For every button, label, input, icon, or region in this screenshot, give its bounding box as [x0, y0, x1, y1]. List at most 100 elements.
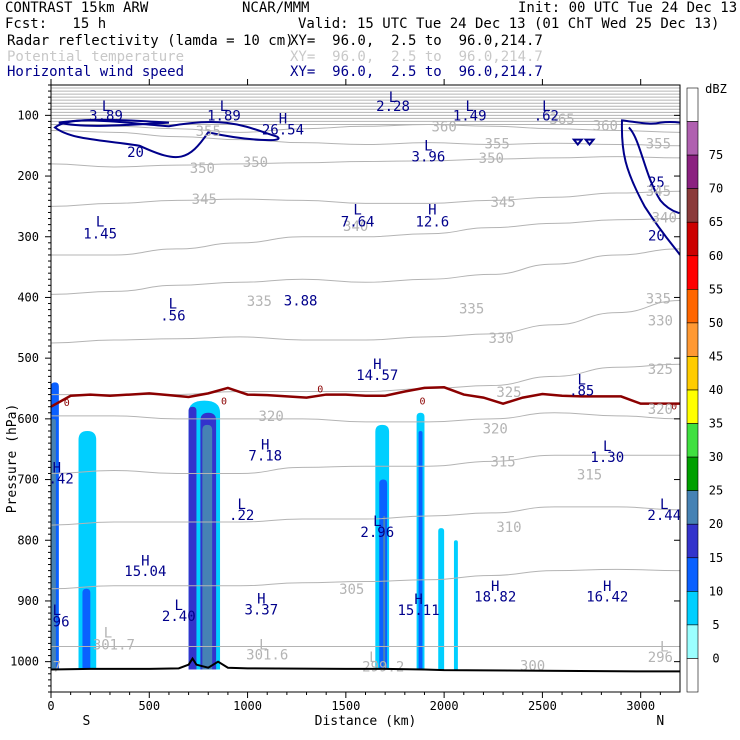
x-tick-label: 500: [138, 699, 160, 713]
colorbar-tick-label: 25: [709, 484, 723, 498]
wind-extremum-value: 3.96: [412, 150, 446, 166]
wind-contour-label: 20: [127, 145, 144, 161]
theta-contour-label: 350: [190, 161, 215, 177]
wind-extremum-low: L: [353, 202, 361, 218]
wind-extremum-value: .62: [534, 108, 559, 124]
colorbar-tick-label: 65: [709, 215, 723, 229]
theta-contour-label: 360: [431, 119, 456, 135]
theta-contour-label: 335: [247, 294, 272, 310]
end-point-label: N: [656, 714, 664, 729]
colorbar-swatch: [686, 87, 699, 122]
wind-contour-small-triangle: [571, 138, 584, 147]
wind-contour-25-west: [58, 118, 169, 127]
y-tick-label: 700: [17, 473, 39, 487]
colorbar-tick-label: 35: [709, 417, 723, 431]
colorbar-swatch: [686, 121, 699, 156]
wind-extremum-value: 3.37: [244, 602, 278, 618]
reflectivity-column: [438, 528, 445, 670]
wind-contour-25-east: [628, 126, 680, 215]
theta-contour-label: 300: [520, 658, 545, 674]
theta-contour-label: 325: [496, 385, 521, 401]
theta-contour-label: 299.2: [362, 660, 404, 676]
colorbar-tick-label: 10: [709, 584, 723, 598]
wind-extremum-value: 3.89: [89, 108, 123, 124]
wind-extremum-low: L: [542, 99, 550, 115]
theta-contour-label: 335: [646, 292, 671, 308]
wind-contour-20-east: [620, 120, 680, 256]
wind-extremum-value: 18.82: [474, 590, 516, 606]
x-tick-label: 1500: [331, 699, 360, 713]
wind-extremum-low: L: [660, 497, 668, 513]
wind-extremum-low: L: [603, 439, 611, 455]
theta-contour-label: 360: [593, 119, 618, 135]
wind-extremum-low: L: [373, 514, 381, 530]
theta-contour-label: 345: [646, 184, 671, 200]
theta-contour-label: L: [259, 638, 267, 654]
theta-contour-label: 355: [485, 136, 510, 152]
wind-extremum-value: 3.88: [284, 293, 318, 309]
theta-contour: [51, 568, 680, 590]
reflectivity-column: [202, 424, 213, 670]
x-tick-label: 0: [47, 699, 54, 713]
theta-contour-label: 325: [648, 362, 673, 378]
theta-contour-label: L: [104, 626, 112, 642]
terrain-line: [51, 656, 680, 673]
colorbar-swatch: [686, 221, 699, 257]
theta-contour-label: 345: [192, 192, 217, 208]
theta-contour: [51, 130, 680, 147]
colorbar-tick-label: 55: [709, 282, 723, 296]
colorbar-title: dBZ: [705, 82, 727, 96]
y-axis-title: Pressure (hPa): [5, 404, 20, 514]
wind-extremum-high: H: [491, 579, 499, 595]
theta-contour-label: 305: [339, 582, 364, 598]
reflectivity-column: [51, 418, 56, 670]
wind-extremum-value: 2.40: [162, 609, 196, 625]
theta-contour: [51, 218, 680, 256]
theta-contour: [51, 412, 680, 423]
wind-extremum-high: H: [279, 111, 287, 127]
wind-extremum-low: L: [175, 598, 183, 614]
y-tick-label: 300: [17, 230, 39, 244]
header-left-line1: CONTRAST 15km ARW: [5, 0, 149, 16]
wind-extremum-low: L: [102, 99, 110, 115]
wind-contour-small-triangle: [583, 138, 596, 147]
wind-extremum-low: L: [53, 603, 61, 619]
reflectivity-column: [82, 588, 91, 670]
wind-extremum-low: L: [424, 139, 432, 155]
colorbar-swatch: [686, 490, 699, 525]
x-axis-title: Distance (km): [315, 714, 417, 729]
wind-extremum-value: 1.49: [453, 108, 487, 124]
wind-extremum-high: H: [428, 202, 436, 218]
wind-extremum-value: 12.6: [415, 215, 449, 231]
theta-contour-label: 365: [549, 112, 574, 128]
theta-contour-label: 340: [652, 210, 677, 226]
theta-contour-label: 7: [53, 660, 61, 676]
theta-contour-label: 350: [243, 155, 268, 171]
colorbar-swatch: [686, 658, 699, 693]
theta-contour-label: 320: [483, 422, 508, 438]
reflectivity-column: [383, 515, 386, 670]
wind-extremum-low: L: [220, 99, 228, 115]
freezing-level-label: 0: [221, 397, 227, 408]
wind-extremum-value: 4.42: [40, 471, 74, 487]
colorbar-tick-label: 75: [709, 148, 723, 162]
wind-extremum-high: H: [261, 437, 269, 453]
wind-extremum-value: 2.44: [647, 508, 681, 524]
wind-extremum-value: 1.30: [590, 450, 624, 466]
theta-contour: [51, 506, 680, 526]
theta-contour: [51, 454, 680, 474]
field-theta-name: Potential temperature: [7, 49, 185, 65]
theta-contour: [51, 156, 680, 168]
colorbar-swatch: [686, 322, 699, 357]
wind-extremum-high: H: [414, 592, 422, 608]
theta-contour: [51, 248, 680, 295]
colorbar-tick-label: 50: [709, 316, 723, 330]
colorbar-swatch: [686, 624, 699, 659]
wind-extremum-low: L: [578, 372, 586, 388]
x-tick-label: 2500: [528, 699, 557, 713]
header-left-line2: Fcst: 15 h: [5, 16, 107, 32]
theta-contour-label: 330: [488, 331, 513, 347]
field-theta-xy: XY= 96.0, 2.5 to 96.0,214.7: [290, 49, 543, 65]
